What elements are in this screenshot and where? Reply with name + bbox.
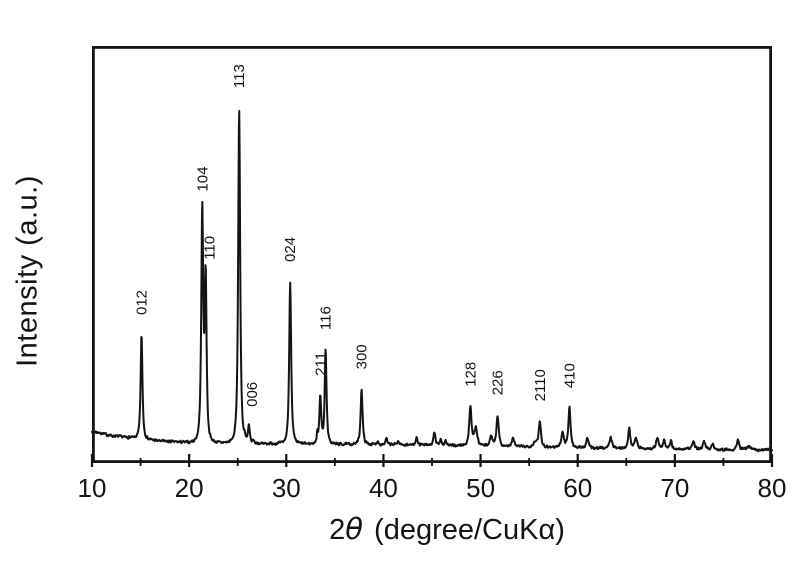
peak-label-113: 113 — [231, 64, 248, 88]
peak-label-2110: 2110 — [532, 369, 549, 401]
x-axis-title: 2θ (degree/CuKα) — [329, 512, 565, 547]
peak-label-024: 024 — [282, 237, 299, 262]
theta-symbol: θ — [345, 512, 363, 546]
peak-labels: 012 104 110 113 006 024 211 116 300 128 226 2110 410 — [134, 64, 579, 407]
peak-label-006: 006 — [244, 382, 261, 407]
x-axis-title-rest: (degree/CuKα) — [374, 514, 565, 546]
peak-label-104: 104 — [194, 167, 211, 192]
x-axis-tick-labels: 10 20 30 40 50 60 70 80 — [78, 473, 787, 503]
x-tick-label: 70 — [660, 473, 689, 503]
peak-label-110: 110 — [202, 236, 219, 260]
peak-label-116: 116 — [318, 306, 335, 330]
peak-label-226: 226 — [490, 370, 507, 395]
peak-label-012: 012 — [134, 290, 151, 315]
y-axis-title: Intensity (a.u.) — [11, 175, 44, 367]
peak-label-128: 128 — [462, 362, 479, 387]
xrd-plot-svg: 10 20 30 40 50 60 70 80 012 104 110 113 006 024 211 116… — [78, 45, 786, 503]
x-tick-label: 30 — [272, 473, 301, 503]
x-axis-title-prefix: 2 — [329, 514, 346, 546]
plot-border — [91, 45, 773, 464]
x-tick-label: 80 — [758, 473, 787, 503]
peak-label-300: 300 — [354, 344, 371, 369]
x-tick-label: 50 — [466, 473, 495, 503]
xrd-curve — [91, 109, 773, 453]
x-tick-label: 20 — [175, 473, 204, 503]
x-axis-ticks — [90, 454, 774, 467]
peak-label-410: 410 — [562, 363, 579, 388]
x-tick-label: 10 — [78, 473, 107, 503]
x-tick-label: 60 — [563, 473, 592, 503]
x-tick-label: 40 — [369, 473, 398, 503]
peak-label-211: 211 — [312, 352, 329, 376]
